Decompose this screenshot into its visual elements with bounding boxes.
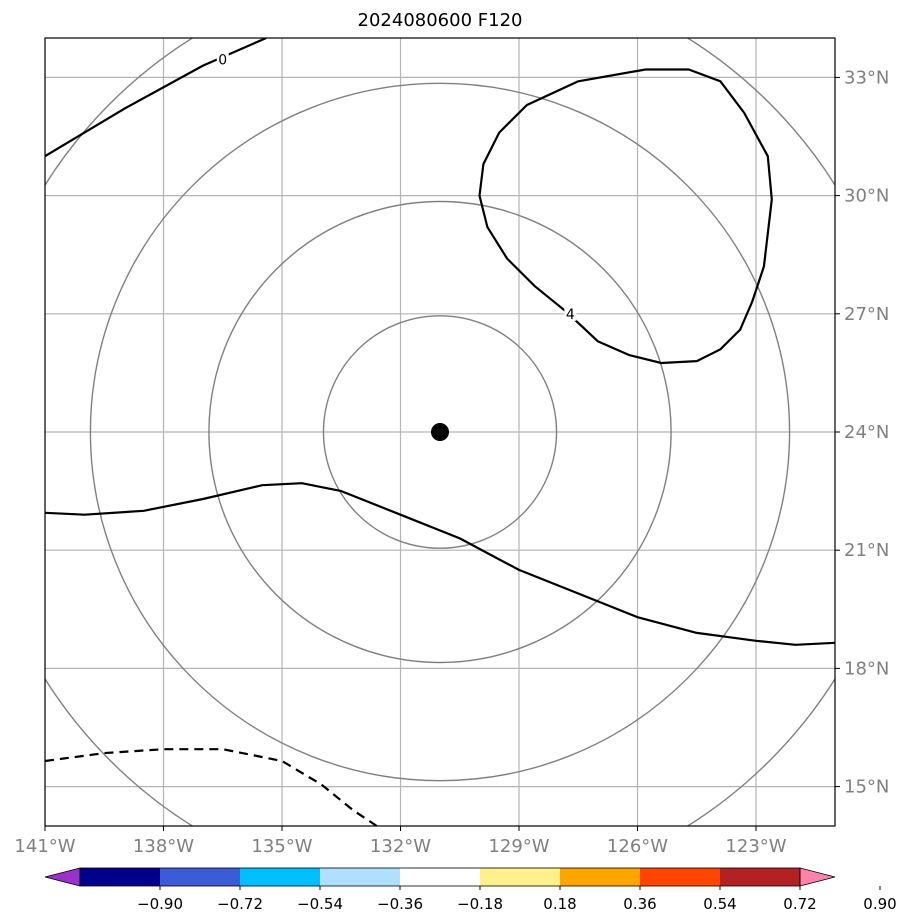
contour-dashed [45,748,378,826]
colorbar-bin-4 [400,868,481,886]
colorbar: −0.90 −0.72 −0.54 −0.36 −0.18 0.18 0.36 0.54 0.7… [44,867,897,913]
colorbar-frame [79,867,801,887]
lat-tick-label-3: 24°N [844,422,889,443]
colorbar-label-1: −0.72 [217,895,263,913]
lon-tick-label-2: 135°W [251,836,312,857]
colorbar-label-3: −0.36 [377,895,423,913]
colorbar-label-0: −0.90 [137,895,183,913]
colorbar-bin-7 [640,868,721,886]
contour-0 [45,38,267,158]
lon-tick-label-5: 126°W [607,836,668,857]
contour-lower [45,482,835,646]
contour-4 [478,68,773,365]
colorbar-bin-3 [320,868,401,886]
contour-0-label: 0 [218,53,227,69]
contour-lines: 04 [45,38,835,826]
contour-4-label: 4 [566,307,575,323]
colorbar-extend-high [799,867,836,887]
chart-title: 2024080600 F120 [358,10,523,31]
storm-center-marker [431,423,449,441]
lon-tick-label-1: 138°W [133,836,194,857]
contour-0-label-bg [216,50,229,67]
lat-tick-label-5: 30°N [844,186,889,207]
center-dot [431,423,449,441]
range-ring-1 [208,200,672,664]
latitude-tick-labels: 15°N 18°N 21°N 24°N 27°N 30°N 33°N [835,67,889,798]
colorbar-bin-1 [160,868,241,886]
lon-tick-label-0: 141°W [14,836,75,857]
lat-tick-label-0: 15°N [844,777,889,798]
colorbar-bin-2 [240,868,321,886]
colorbar-label-7: 0.54 [703,895,736,913]
lat-tick-label-1: 18°N [844,658,889,679]
colorbar-label-5: 0.18 [543,895,576,913]
range-ring-2 [89,82,791,782]
colorbar-label-2: −0.54 [297,895,343,913]
colorbar-bin-8 [720,868,801,886]
lon-tick-label-3: 132°W [370,836,431,857]
colorbar-label-4: −0.18 [457,895,503,913]
colorbar-bin-0 [80,868,161,886]
colorbar-bin-6 [560,868,641,886]
lon-tick-label-6: 123°W [725,836,786,857]
range-rings [45,38,835,826]
colorbar-extend-low [44,867,81,887]
lat-tick-label-6: 33°N [844,67,889,88]
contour-4-label-bg [564,304,577,321]
colorbar-label-8: 0.72 [783,895,816,913]
colorbar-bin-5 [480,868,561,886]
range-ring-0 [322,315,558,549]
colorbar-label-6: 0.36 [623,895,656,913]
lat-tick-label-4: 27°N [844,304,889,325]
lon-tick-label-4: 129°W [488,836,549,857]
lat-tick-label-2: 21°N [844,540,889,561]
colorbar-label-9: 0.90 [863,895,896,913]
longitude-tick-labels: 141°W 138°W 135°W 132°W 129°W 126°W 123°W [14,826,787,857]
